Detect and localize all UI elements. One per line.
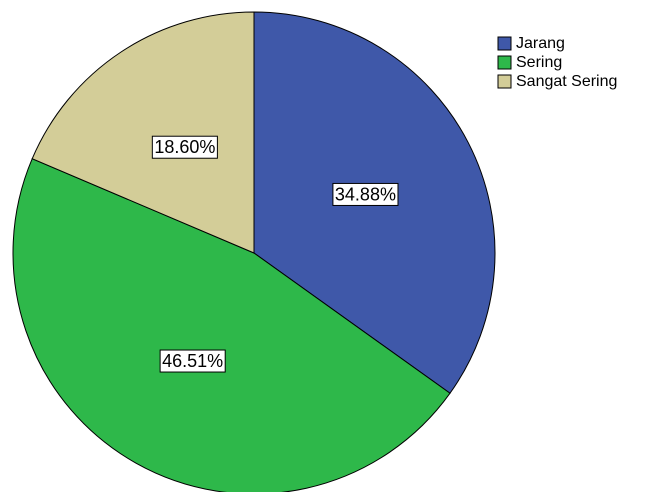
legend-swatch: [497, 36, 512, 51]
pie-slice: [31, 11, 255, 254]
legend-label: Sangat Sering: [516, 73, 617, 90]
legend-label: Jarang: [516, 35, 565, 52]
label-box: [159, 349, 226, 373]
data-label: 46.51%: [159, 349, 226, 373]
label-text: 46.51%: [162, 351, 223, 371]
label-text: 34.88%: [335, 184, 396, 204]
label-box: [332, 182, 399, 206]
legend-swatch: [497, 55, 512, 70]
legend-swatch: [497, 74, 512, 89]
pie-slice: [12, 158, 451, 492]
legend-label: Sering: [516, 54, 562, 71]
data-label: 34.88%: [332, 182, 399, 206]
label-box: [151, 135, 218, 159]
data-label: 18.60%: [151, 135, 218, 159]
label-text: 18.60%: [154, 137, 215, 157]
